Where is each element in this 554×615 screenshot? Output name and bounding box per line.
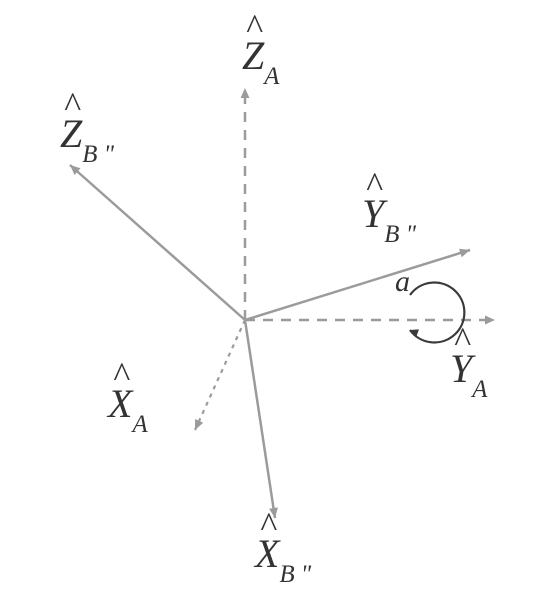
label-ZBpp: ZB ʺ — [60, 110, 114, 163]
label-XA: XA — [108, 380, 148, 433]
diagram-stage: ZA ZB ʺ YB ʺ YA XA XB ʺ a — [0, 0, 554, 615]
label-XBpp: XB ʺ — [255, 530, 311, 583]
axes-svg — [0, 0, 554, 615]
label-YBpp: YB ʺ — [362, 190, 416, 243]
label-alpha: a — [395, 265, 410, 299]
label-YA: YA — [450, 345, 487, 398]
label-ZA: ZA — [242, 32, 279, 85]
